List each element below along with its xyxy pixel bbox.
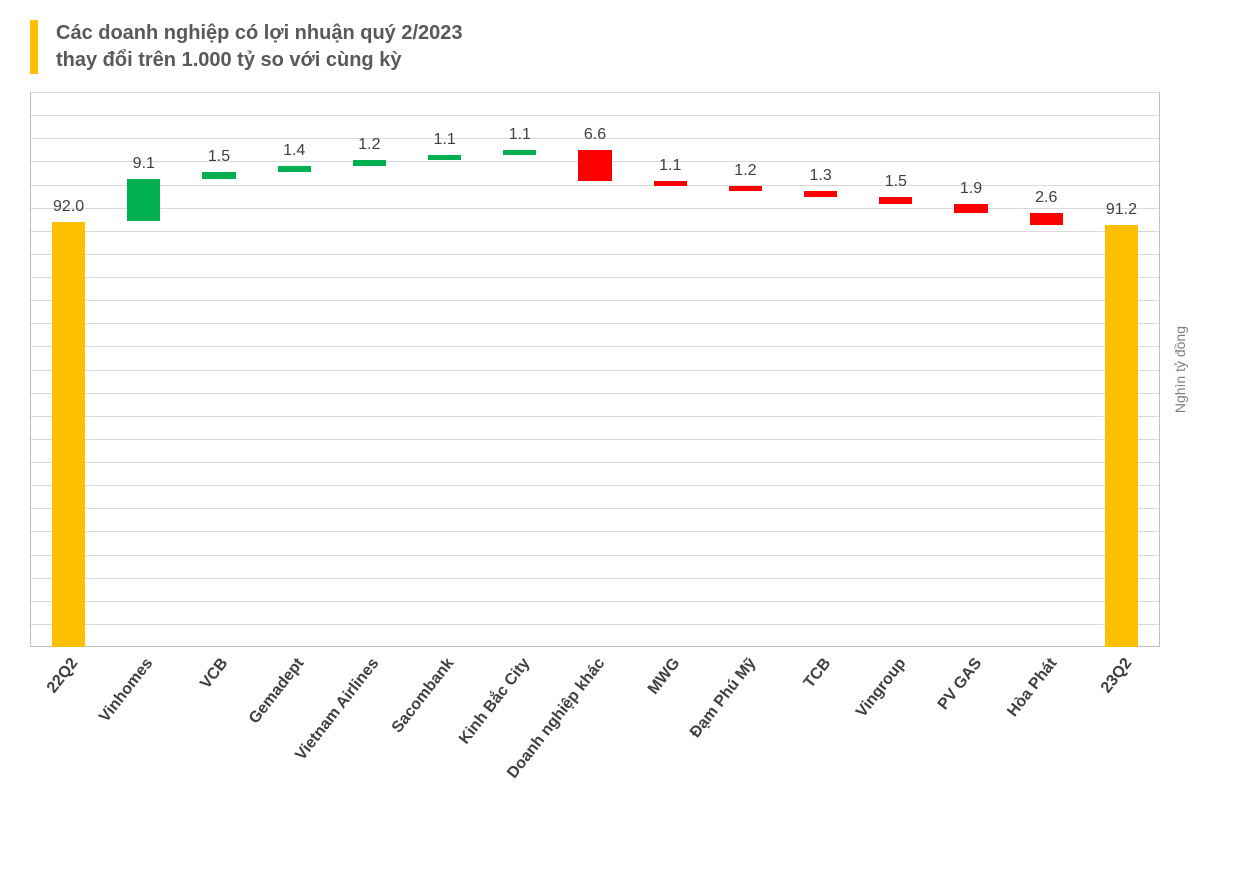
waterfall-bar <box>804 191 837 197</box>
x-axis-label: Vingroup <box>853 655 910 721</box>
waterfall-bar <box>278 166 311 172</box>
chart-title-line1: Các doanh nghiệp có lợi nhuận quý 2/2023 <box>56 20 463 47</box>
x-label-column: VCB <box>181 647 256 817</box>
bar-column: 2.6 <box>1009 92 1084 646</box>
bars-layer: 92.09.11.51.41.21.11.16.61.11.21.31.51.9… <box>31 92 1159 646</box>
bar-value-label: 92.0 <box>31 198 106 216</box>
waterfall-bar <box>353 160 386 166</box>
waterfall-bar <box>879 197 912 204</box>
bar-value-label: 6.6 <box>557 126 632 144</box>
waterfall-bar <box>729 186 762 192</box>
bar-column: 1.1 <box>482 92 557 646</box>
waterfall-bar <box>1105 225 1138 647</box>
bar-value-label: 1.9 <box>933 180 1008 198</box>
x-label-column: Vingroup <box>859 647 934 817</box>
x-label-column: PV GAS <box>934 647 1009 817</box>
bar-column: 1.1 <box>633 92 708 646</box>
bar-value-label: 1.1 <box>407 131 482 149</box>
x-label-column: Đạm Phú Mỹ <box>708 647 783 817</box>
x-axis-label: PV GAS <box>934 655 985 714</box>
x-axis-label: 23Q2 <box>1098 655 1136 697</box>
x-label-column: Vietnam Airlines <box>331 647 406 817</box>
bar-column: 1.9 <box>933 92 1008 646</box>
x-label-column: Vinhomes <box>105 647 180 817</box>
plot-area: 92.09.11.51.41.21.11.16.61.11.21.31.51.9… <box>30 92 1160 647</box>
x-label-column: TCB <box>783 647 858 817</box>
x-axis-label: MWG <box>645 655 684 698</box>
x-axis-labels: 22Q2VinhomesVCBGemadeptVietnam AirlinesS… <box>30 647 1160 817</box>
waterfall-bar <box>654 181 687 186</box>
bar-column: 6.6 <box>557 92 632 646</box>
bar-column: 1.1 <box>407 92 482 646</box>
waterfall-bar <box>127 179 160 221</box>
bar-value-label: 1.3 <box>783 167 858 185</box>
bar-column: 1.2 <box>708 92 783 646</box>
x-label-column: 22Q2 <box>30 647 105 817</box>
waterfall-bar <box>428 155 461 160</box>
chart-title-line2: thay đổi trên 1.000 tỷ so với cùng kỳ <box>56 47 463 74</box>
waterfall-bar <box>954 204 987 213</box>
bar-column: 1.5 <box>858 92 933 646</box>
bar-value-label: 1.1 <box>482 126 557 144</box>
waterfall-chart: 92.09.11.51.41.21.11.16.61.11.21.31.51.9… <box>30 92 1160 817</box>
bar-value-label: 2.6 <box>1009 189 1084 207</box>
waterfall-bar <box>503 150 536 155</box>
x-label-column: Doanh nghiệp khác <box>557 647 632 817</box>
waterfall-bar <box>52 222 85 648</box>
bar-column: 1.2 <box>332 92 407 646</box>
title-accent-bar <box>30 20 38 74</box>
chart-title-block: Các doanh nghiệp có lợi nhuận quý 2/2023… <box>30 20 1216 74</box>
waterfall-bar <box>202 172 235 179</box>
bar-value-label: 1.4 <box>257 142 332 160</box>
y-axis-label: Nghìn tỷ đồng <box>1172 326 1188 413</box>
bar-value-label: 91.2 <box>1084 201 1159 219</box>
bar-value-label: 1.5 <box>181 148 256 166</box>
chart-row: 92.09.11.51.41.21.11.16.61.11.21.31.51.9… <box>30 92 1216 817</box>
x-label-column: 23Q2 <box>1085 647 1160 817</box>
x-axis-label: 22Q2 <box>44 655 82 697</box>
bar-value-label: 1.1 <box>633 157 708 175</box>
bar-column: 9.1 <box>106 92 181 646</box>
bar-column: 92.0 <box>31 92 106 646</box>
waterfall-bar <box>1030 213 1063 225</box>
x-axis-label: Vinhomes <box>96 655 157 726</box>
x-axis-label: Hòa Phát <box>1004 655 1061 721</box>
bar-column: 91.2 <box>1084 92 1159 646</box>
bar-column: 1.3 <box>783 92 858 646</box>
bar-column: 1.4 <box>257 92 332 646</box>
x-label-column: Hòa Phát <box>1009 647 1084 817</box>
x-axis-label: TCB <box>801 655 835 692</box>
chart-title: Các doanh nghiệp có lợi nhuận quý 2/2023… <box>56 20 463 74</box>
bar-value-label: 9.1 <box>106 155 181 173</box>
waterfall-bar <box>578 150 611 181</box>
bar-column: 1.5 <box>181 92 256 646</box>
x-axis-label: VCB <box>198 655 233 693</box>
bar-value-label: 1.2 <box>708 162 783 180</box>
bar-value-label: 1.2 <box>332 136 407 154</box>
bar-value-label: 1.5 <box>858 173 933 191</box>
